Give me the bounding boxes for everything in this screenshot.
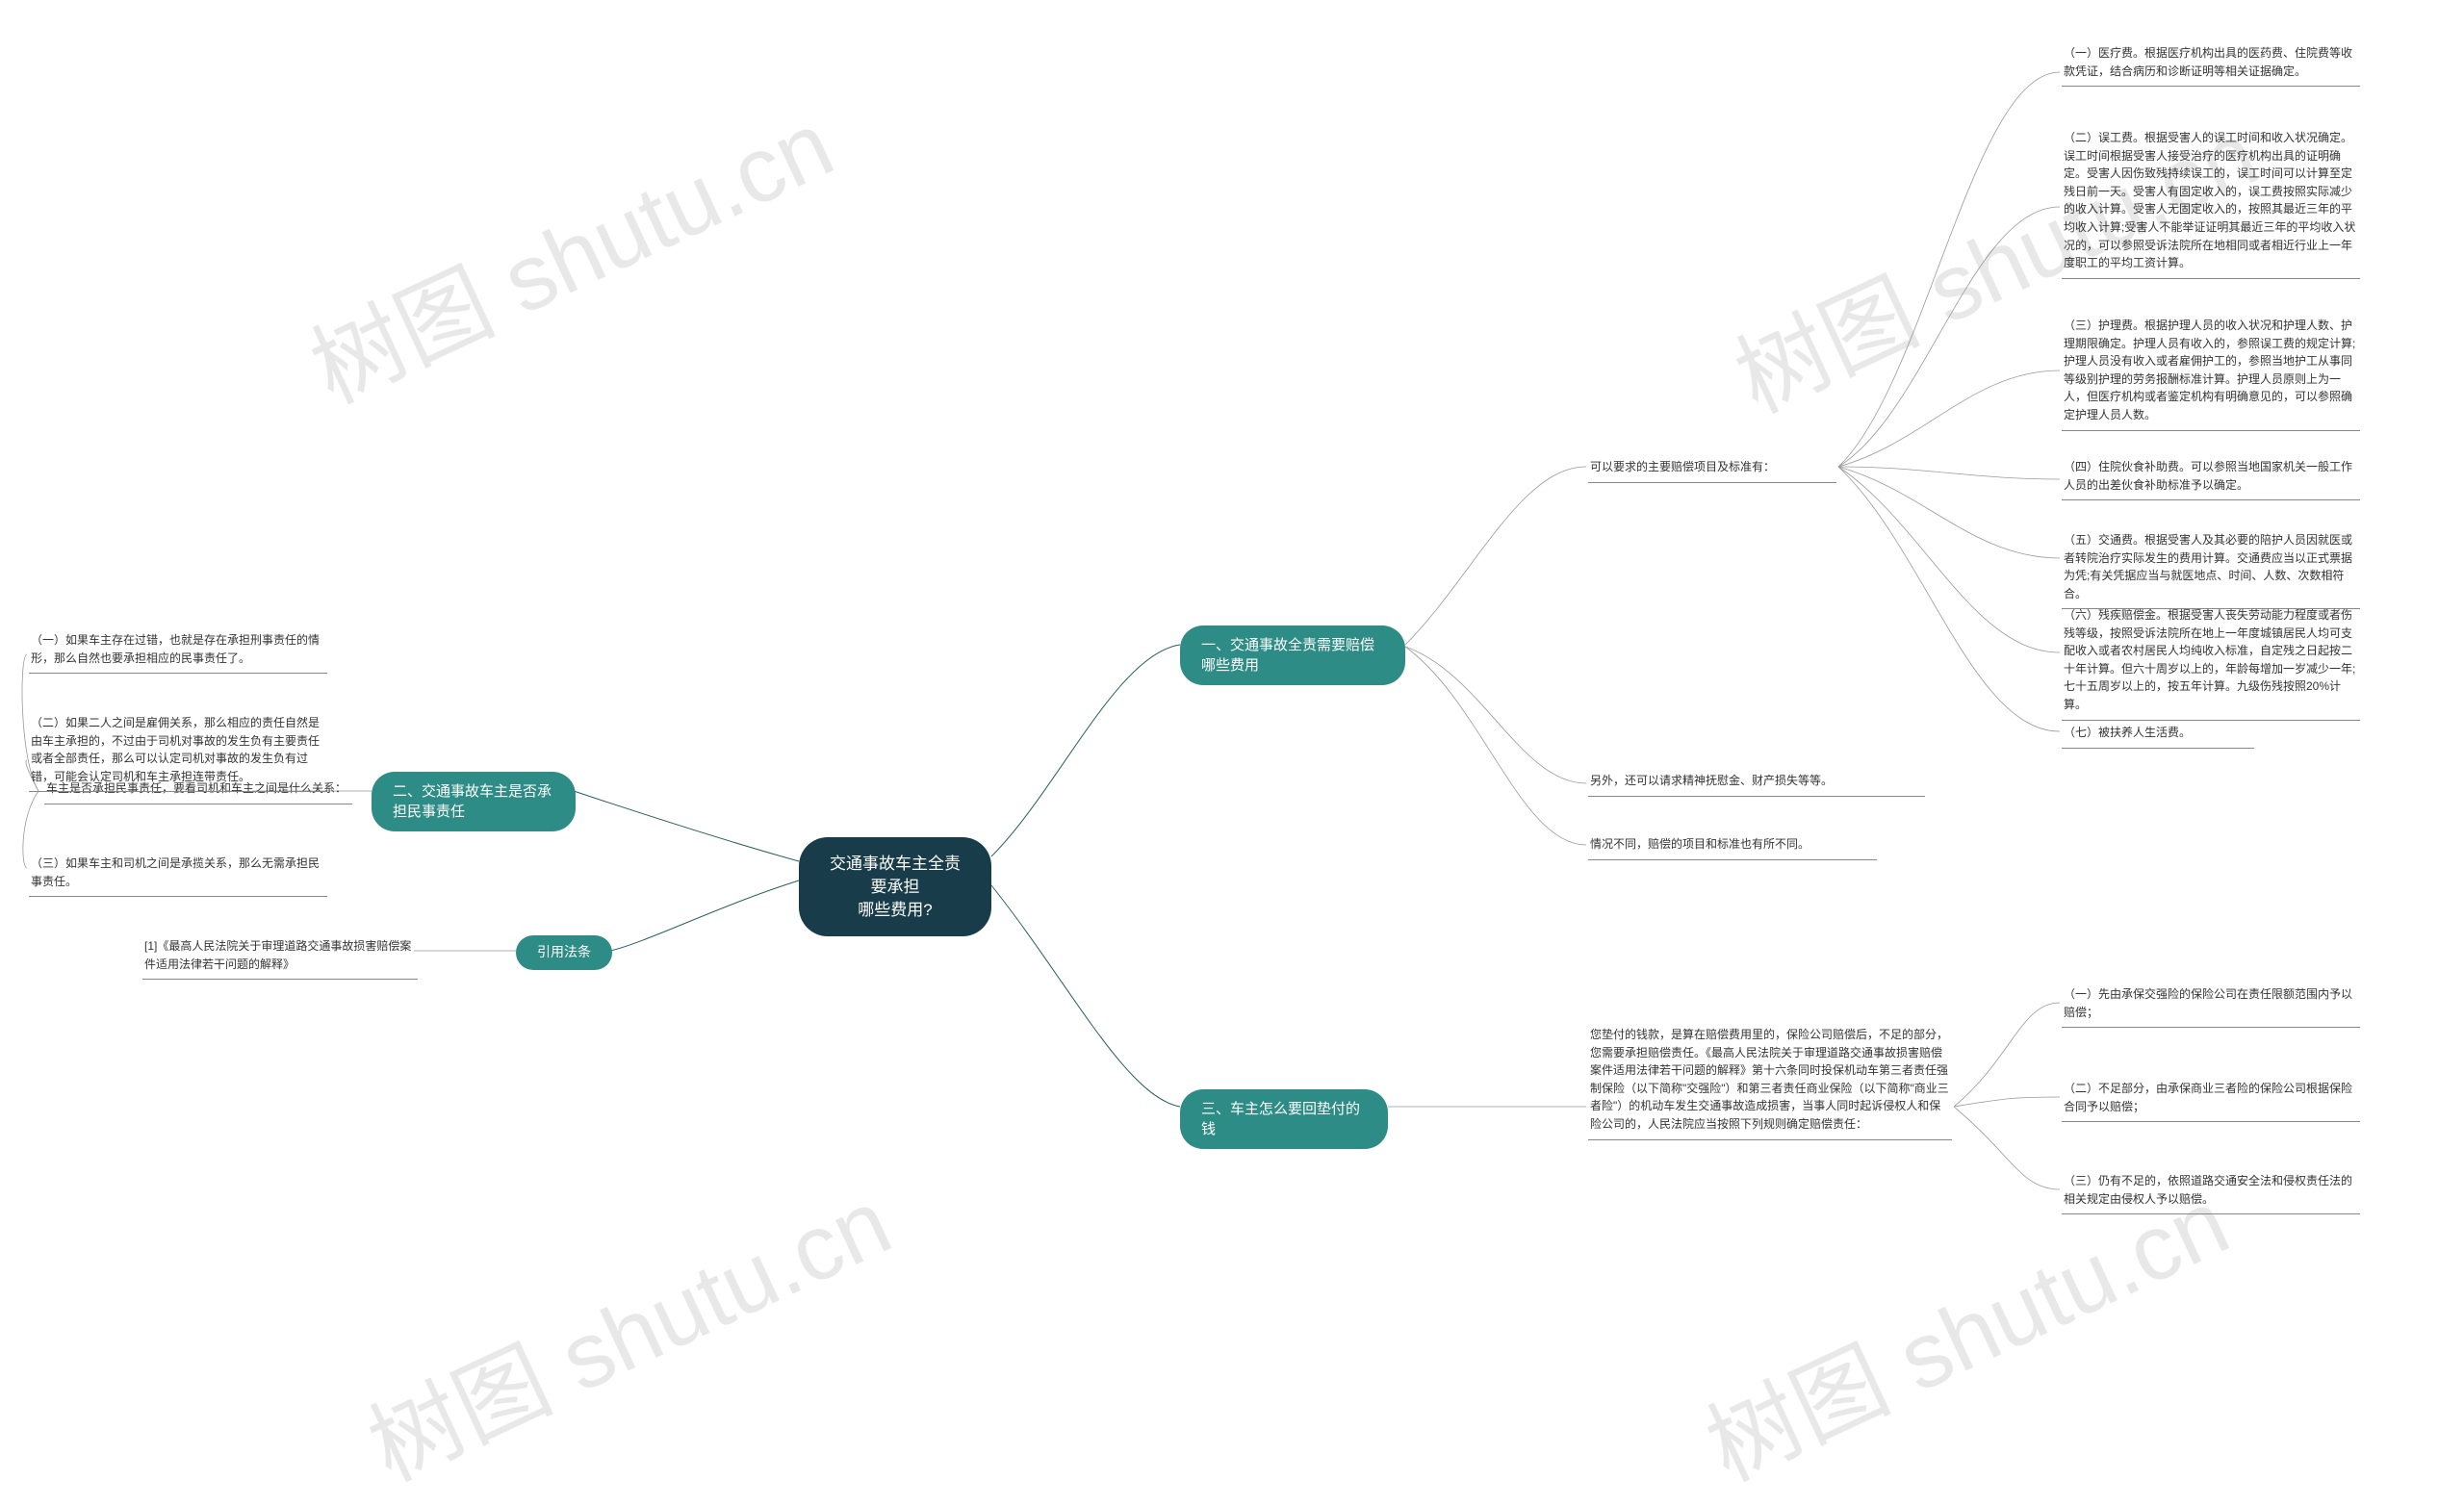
branch-compensation: 一、交通事故全责需要赔偿哪些费用 — [1180, 625, 1405, 685]
leaf-3b: （二）不足部分，由承保商业三者险的保险公司根据保险合同予以赔偿； — [2062, 1076, 2360, 1122]
watermark: 树图 shutu.cn — [345, 1149, 909, 1506]
branch-reimbursement: 三、车主怎么要回垫付的钱 — [1180, 1089, 1388, 1149]
leaf-1a: （一）医疗费。根据医疗机构出具的医药费、住院费等收款凭证，结合病历和诊断证明等相… — [2062, 40, 2360, 87]
leaf-sub3: 情况不同，赔偿的项目和标准也有所不同。 — [1588, 831, 1877, 860]
leaf-3a: （一）先由承保交强险的保险公司在责任限额范围内予以赔偿； — [2062, 982, 2360, 1028]
watermark: 树图 shutu.cn — [287, 71, 851, 429]
leaf-1e: （五）交通费。根据受害人及其必要的陪护人员因就医或者转院治疗实际发生的费用计算。… — [2062, 527, 2360, 609]
leaf-sub2: 另外，还可以请求精神抚慰金、财产损失等等。 — [1588, 768, 1925, 797]
leaf-1d: （四）住院伙食补助费。可以参照当地国家机关一般工作人员的出差伙食补助标准予以确定… — [2062, 454, 2360, 500]
branch-reference: 引用法条 — [516, 935, 612, 970]
leaf-3sub: 您垫付的钱款，是算在赔偿费用里的，保险公司赔偿后，不足的部分，您需要承担赔偿责任… — [1588, 1022, 1952, 1140]
leaf-3c: （三）仍有不足的，依照道路交通安全法和侵权责任法的相关规定由侵权人予以赔偿。 — [2062, 1168, 2360, 1214]
leaf-1f: （六）残疾赔偿金。根据受害人丧失劳动能力程度或者伤残等级，按照受诉法院所在地上一… — [2062, 602, 2360, 721]
leaf-sub1: 可以要求的主要赔偿项目及标准有： — [1588, 454, 1836, 483]
leaf-4a: [1]《最高人民法院关于审理道路交通事故损害赔偿案件适用法律若干问题的解释》 — [142, 933, 418, 980]
branch-liability: 二、交通事故车主是否承担民事责任 — [372, 772, 576, 831]
leaf-1c: （三）护理费。根据护理人员的收入状况和护理人数、护理期限确定。护理人员有收入的，… — [2062, 313, 2360, 431]
leaf-2a: （一）如果车主存在过错，也就是存在承担刑事责任的情形，那么自然也要承担相应的民事… — [29, 627, 327, 674]
leaf-2b: （二）如果二人之间是雇佣关系，那么相应的责任自然是由车主承担的，不过由于司机对事… — [29, 710, 327, 792]
root-node: 交通事故车主全责要承担 哪些费用? — [799, 837, 991, 936]
leaf-2c: （三）如果车主和司机之间是承揽关系，那么无需承担民事责任。 — [29, 851, 327, 897]
leaf-1b: （二）误工费。根据受害人的误工时间和收入状况确定。误工时间根据受害人接受治疗的医… — [2062, 125, 2360, 279]
leaf-1g: （七）被扶养人生活费。 — [2062, 720, 2254, 749]
